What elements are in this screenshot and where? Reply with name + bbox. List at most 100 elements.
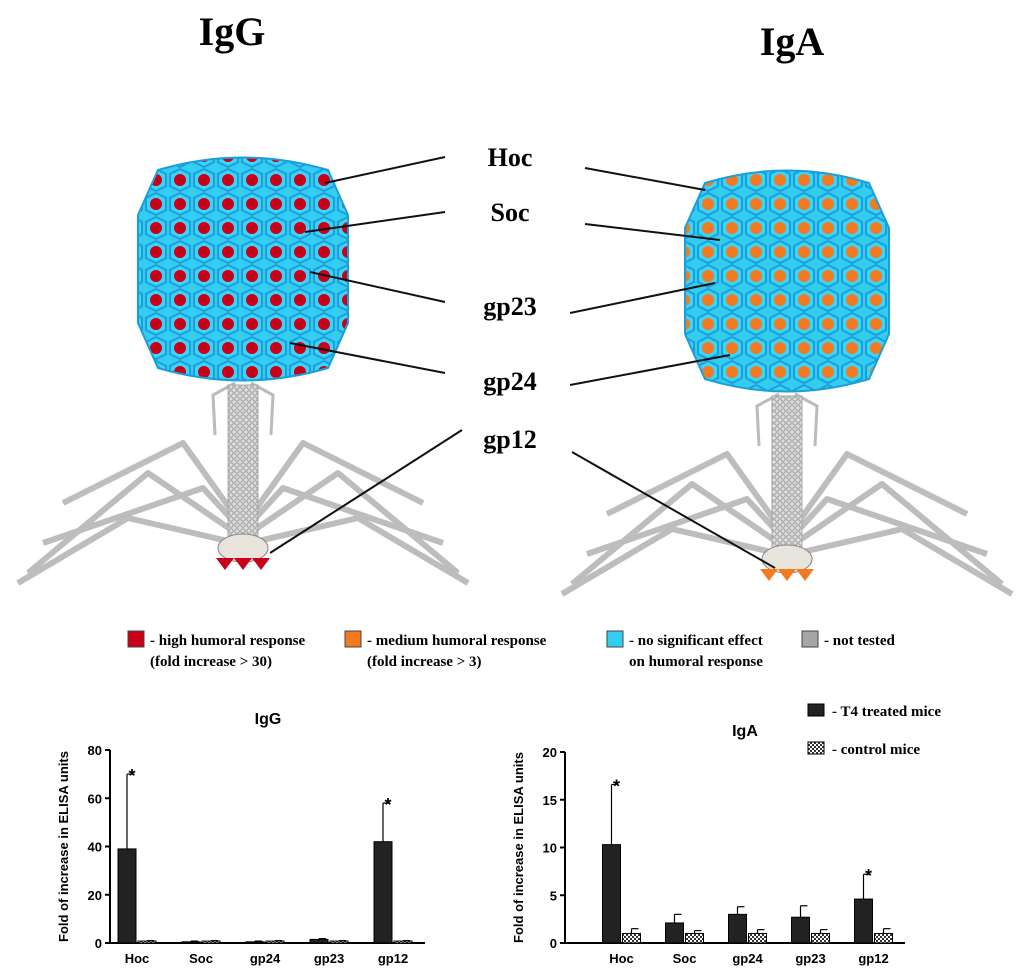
bar — [393, 940, 413, 944]
bar — [791, 916, 810, 944]
y-tick-label: 15 — [543, 793, 557, 808]
tail-fiber — [770, 481, 1004, 587]
protein-label: gp23 — [483, 292, 536, 321]
significance-mark: * — [865, 866, 872, 886]
legend-text: (fold increase > 3) — [367, 654, 482, 670]
y-tick-label: 5 — [550, 888, 557, 903]
legend-label: - control mice — [832, 742, 920, 758]
tail-fiber — [570, 481, 804, 587]
x-tick-label: Soc — [189, 951, 213, 966]
leader-lines — [269, 156, 776, 569]
legend-text: on humoral response — [629, 654, 763, 670]
diagram-title: IgA — [760, 19, 825, 64]
bar — [622, 932, 641, 944]
bar — [685, 932, 704, 944]
leader-line — [289, 342, 446, 374]
bar — [728, 913, 747, 944]
y-tick-label: 60 — [88, 791, 102, 806]
diagram-title: IgG — [199, 9, 266, 54]
diagram-legend: - high humoral response (fold increase > … — [127, 630, 895, 670]
baseplate-tip — [760, 569, 778, 581]
protein-label: gp12 — [483, 425, 536, 454]
bar — [854, 898, 873, 944]
x-tick-label: gp23 — [795, 951, 825, 966]
charts: IgG Fold of increase in ELISA units 0 20 40 6… — [56, 703, 941, 966]
legend-text: - no significant effect — [629, 633, 763, 649]
phage — [16, 156, 470, 586]
leader-line — [569, 282, 716, 314]
x-tick-label: gp12 — [858, 951, 888, 966]
y-tick-label: 20 — [88, 888, 102, 903]
y-axis-label: Fold of increase in ELISA units — [511, 752, 526, 943]
y-tick-label: 80 — [88, 743, 102, 758]
x-tick-label: gp24 — [732, 951, 763, 966]
baseplate-tip — [778, 569, 796, 581]
significance-mark: * — [613, 776, 620, 796]
x-tick-label: gp23 — [314, 951, 344, 966]
bar — [748, 932, 767, 944]
chart-title: IgG — [255, 711, 282, 728]
y-axis-label: Fold of increase in ELISA units — [56, 751, 71, 942]
baseplate-tip — [234, 558, 252, 570]
tail-fiber — [771, 526, 1014, 597]
bar — [665, 922, 684, 944]
leader-line — [309, 271, 446, 303]
x-tick-label: gp24 — [250, 951, 281, 966]
protein-label: gp24 — [483, 367, 536, 396]
capsid — [137, 156, 349, 382]
leader-line — [571, 451, 776, 569]
bar — [309, 938, 329, 944]
leader-line — [584, 167, 706, 191]
legend-text: (fold increase > 30) — [150, 654, 272, 670]
y-tick-label: 40 — [88, 840, 102, 855]
legend-swatch — [807, 703, 825, 717]
tail — [227, 384, 259, 541]
capsid — [684, 169, 890, 393]
chart-title: IgA — [732, 723, 758, 740]
y-tick-label: 20 — [543, 745, 557, 760]
baseplate — [217, 533, 269, 563]
significance-mark: * — [128, 766, 135, 786]
legend-swatch — [606, 630, 624, 648]
bar — [201, 940, 221, 944]
bar — [874, 932, 893, 944]
baseplate-tip — [796, 569, 814, 581]
baseplate-tip — [252, 558, 270, 570]
significance-mark: * — [384, 795, 391, 815]
legend-swatch — [801, 630, 819, 648]
x-tick-label: gp12 — [378, 951, 408, 966]
phage-diagrams — [16, 156, 1014, 597]
legend-swatch — [807, 741, 825, 755]
y-tick-label: 10 — [543, 841, 557, 856]
bar — [602, 844, 621, 944]
bar — [265, 940, 285, 944]
tail-fiber — [26, 470, 260, 576]
tail-fiber — [226, 470, 460, 576]
x-tick-label: Hoc — [609, 951, 634, 966]
baseplate — [761, 544, 813, 574]
bar — [811, 932, 830, 944]
x-tick-label: Hoc — [125, 951, 150, 966]
legend-text: - high humoral response — [150, 633, 306, 649]
legend-swatch — [127, 630, 145, 648]
protein-label: Hoc — [488, 143, 533, 172]
bar — [329, 940, 349, 944]
leader-line — [584, 223, 721, 241]
tail-fiber — [16, 515, 259, 586]
protein-label: Soc — [491, 198, 530, 227]
phage — [560, 169, 1014, 597]
tail — [771, 395, 803, 552]
y-tick-label: 0 — [550, 936, 557, 951]
leader-line — [569, 354, 731, 386]
leader-line — [304, 211, 446, 233]
x-tick-label: Soc — [673, 951, 697, 966]
leader-line — [324, 156, 446, 184]
y-tick-label: 0 — [95, 936, 102, 951]
legend-text: - not tested — [824, 633, 895, 649]
bar — [181, 941, 201, 944]
legend-text: - medium humoral response — [367, 633, 547, 649]
legend-swatch — [344, 630, 362, 648]
bar — [373, 841, 393, 944]
